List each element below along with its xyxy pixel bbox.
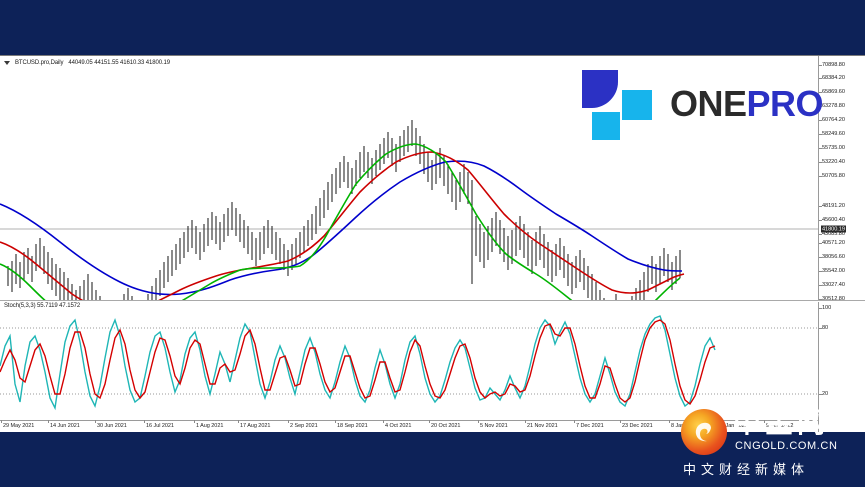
price-scale-axis[interactable]: 70898.80 68384.20 65869.60 63278.80 6076… [818,56,865,300]
price-tick: 65869.60 [819,89,845,95]
price-tick: 33027.40 [819,282,845,288]
ma-mid-line [0,151,685,300]
time-tick: 7 Dec 2021 [574,420,604,429]
time-tick: 16 Jul 2021 [144,420,174,429]
price-tick: 35542.00 [819,268,845,274]
ma-slow-line [0,160,683,296]
price-tick: 43085.80 [819,231,845,237]
stochastic-indicator-pane[interactable]: Stoch(5,3,3) 55.7119 47.1572 100 80 20 2… [0,302,865,432]
cngold-watermark: 中金网 CNGOLD.COM.CN 中文财经新媒体 [681,407,857,483]
price-tick: 55735.00 [819,145,845,151]
stoch-d-line [0,319,716,406]
price-tick: 58249.60 [819,131,845,137]
cngold-title-cn: 中金网 [733,407,830,438]
price-tick: 70898.80 [819,62,845,68]
price-tick: 40571.20 [819,240,845,246]
price-tick: 60764.20 [819,117,845,123]
price-tick: 30512.80 [819,296,845,301]
stoch-level-tick: 100 [818,305,832,311]
time-tick: 9 Feb 2022 [763,420,794,429]
time-tick: 20 Oct 2021 [428,420,461,429]
time-tick: 1 Aug 2021 [193,420,224,429]
price-tick: 45600.40 [819,217,845,223]
price-tick: 50705.80 [819,173,845,179]
cngold-swirl-icon [695,422,711,442]
time-tick: 18 Sep 2021 [335,420,368,429]
price-tick: 38056.60 [819,254,845,260]
time-tick: 21 Nov 2021 [525,420,558,429]
cngold-tagline: 中文财经新媒体 [683,462,810,477]
stochastic-label: Stoch(5,3,3) 55.7119 47.1572 [4,303,81,309]
time-tick: 29 May 2021 [0,420,35,429]
time-tick: 2 Sep 2021 [288,420,318,429]
price-series-canvas [0,120,818,300]
time-tick: 5 Nov 2021 [478,420,508,429]
price-pane-header[interactable]: BTCUSD.pro,Daily 44049.05 44151.55 41610… [0,56,818,69]
price-chart-pane[interactable]: BTCUSD.pro,Daily 44049.05 44151.55 41610… [0,56,865,301]
stoch-level-tick: 80 [818,325,829,331]
price-tick: 68384.20 [819,75,845,81]
time-axis[interactable]: 29 May 2021 14 Jun 2021 30 Jun 2021 16 J… [0,420,818,432]
trading-terminal-window: BTCUSD.pro,Daily 44049.05 44151.55 41610… [0,55,865,432]
ohlc-values-label: 44049.05 44151.55 41610.33 41800.19 [68,59,171,66]
stochastic-series-canvas [0,315,818,411]
price-tick: 53220.40 [819,159,845,165]
stochastic-level-axis[interactable]: 100 80 20 [818,302,865,432]
stoch-level-tick: 20 [818,391,829,397]
price-tick: 48191.20 [819,203,845,209]
current-price-tag: 41800.19 [821,225,846,233]
cngold-url: CNGOLD.COM.CN [735,440,838,452]
cngold-logo-icon [681,409,727,455]
price-tick: 63278.80 [819,103,845,109]
time-tick: 4 Oct 2021 [382,420,412,429]
ma-fast-line [0,143,681,300]
stoch-k-line [0,315,716,411]
time-tick: 17 Aug 2021 [237,420,271,429]
symbol-timeframe-label: BTCUSD.pro,Daily [15,59,64,66]
time-tick: 14 Jun 2021 [48,420,80,429]
time-tick: 23 Dec 2021 [620,420,653,429]
chevron-down-icon[interactable] [4,60,10,65]
time-tick: 30 Jun 2021 [95,420,127,429]
